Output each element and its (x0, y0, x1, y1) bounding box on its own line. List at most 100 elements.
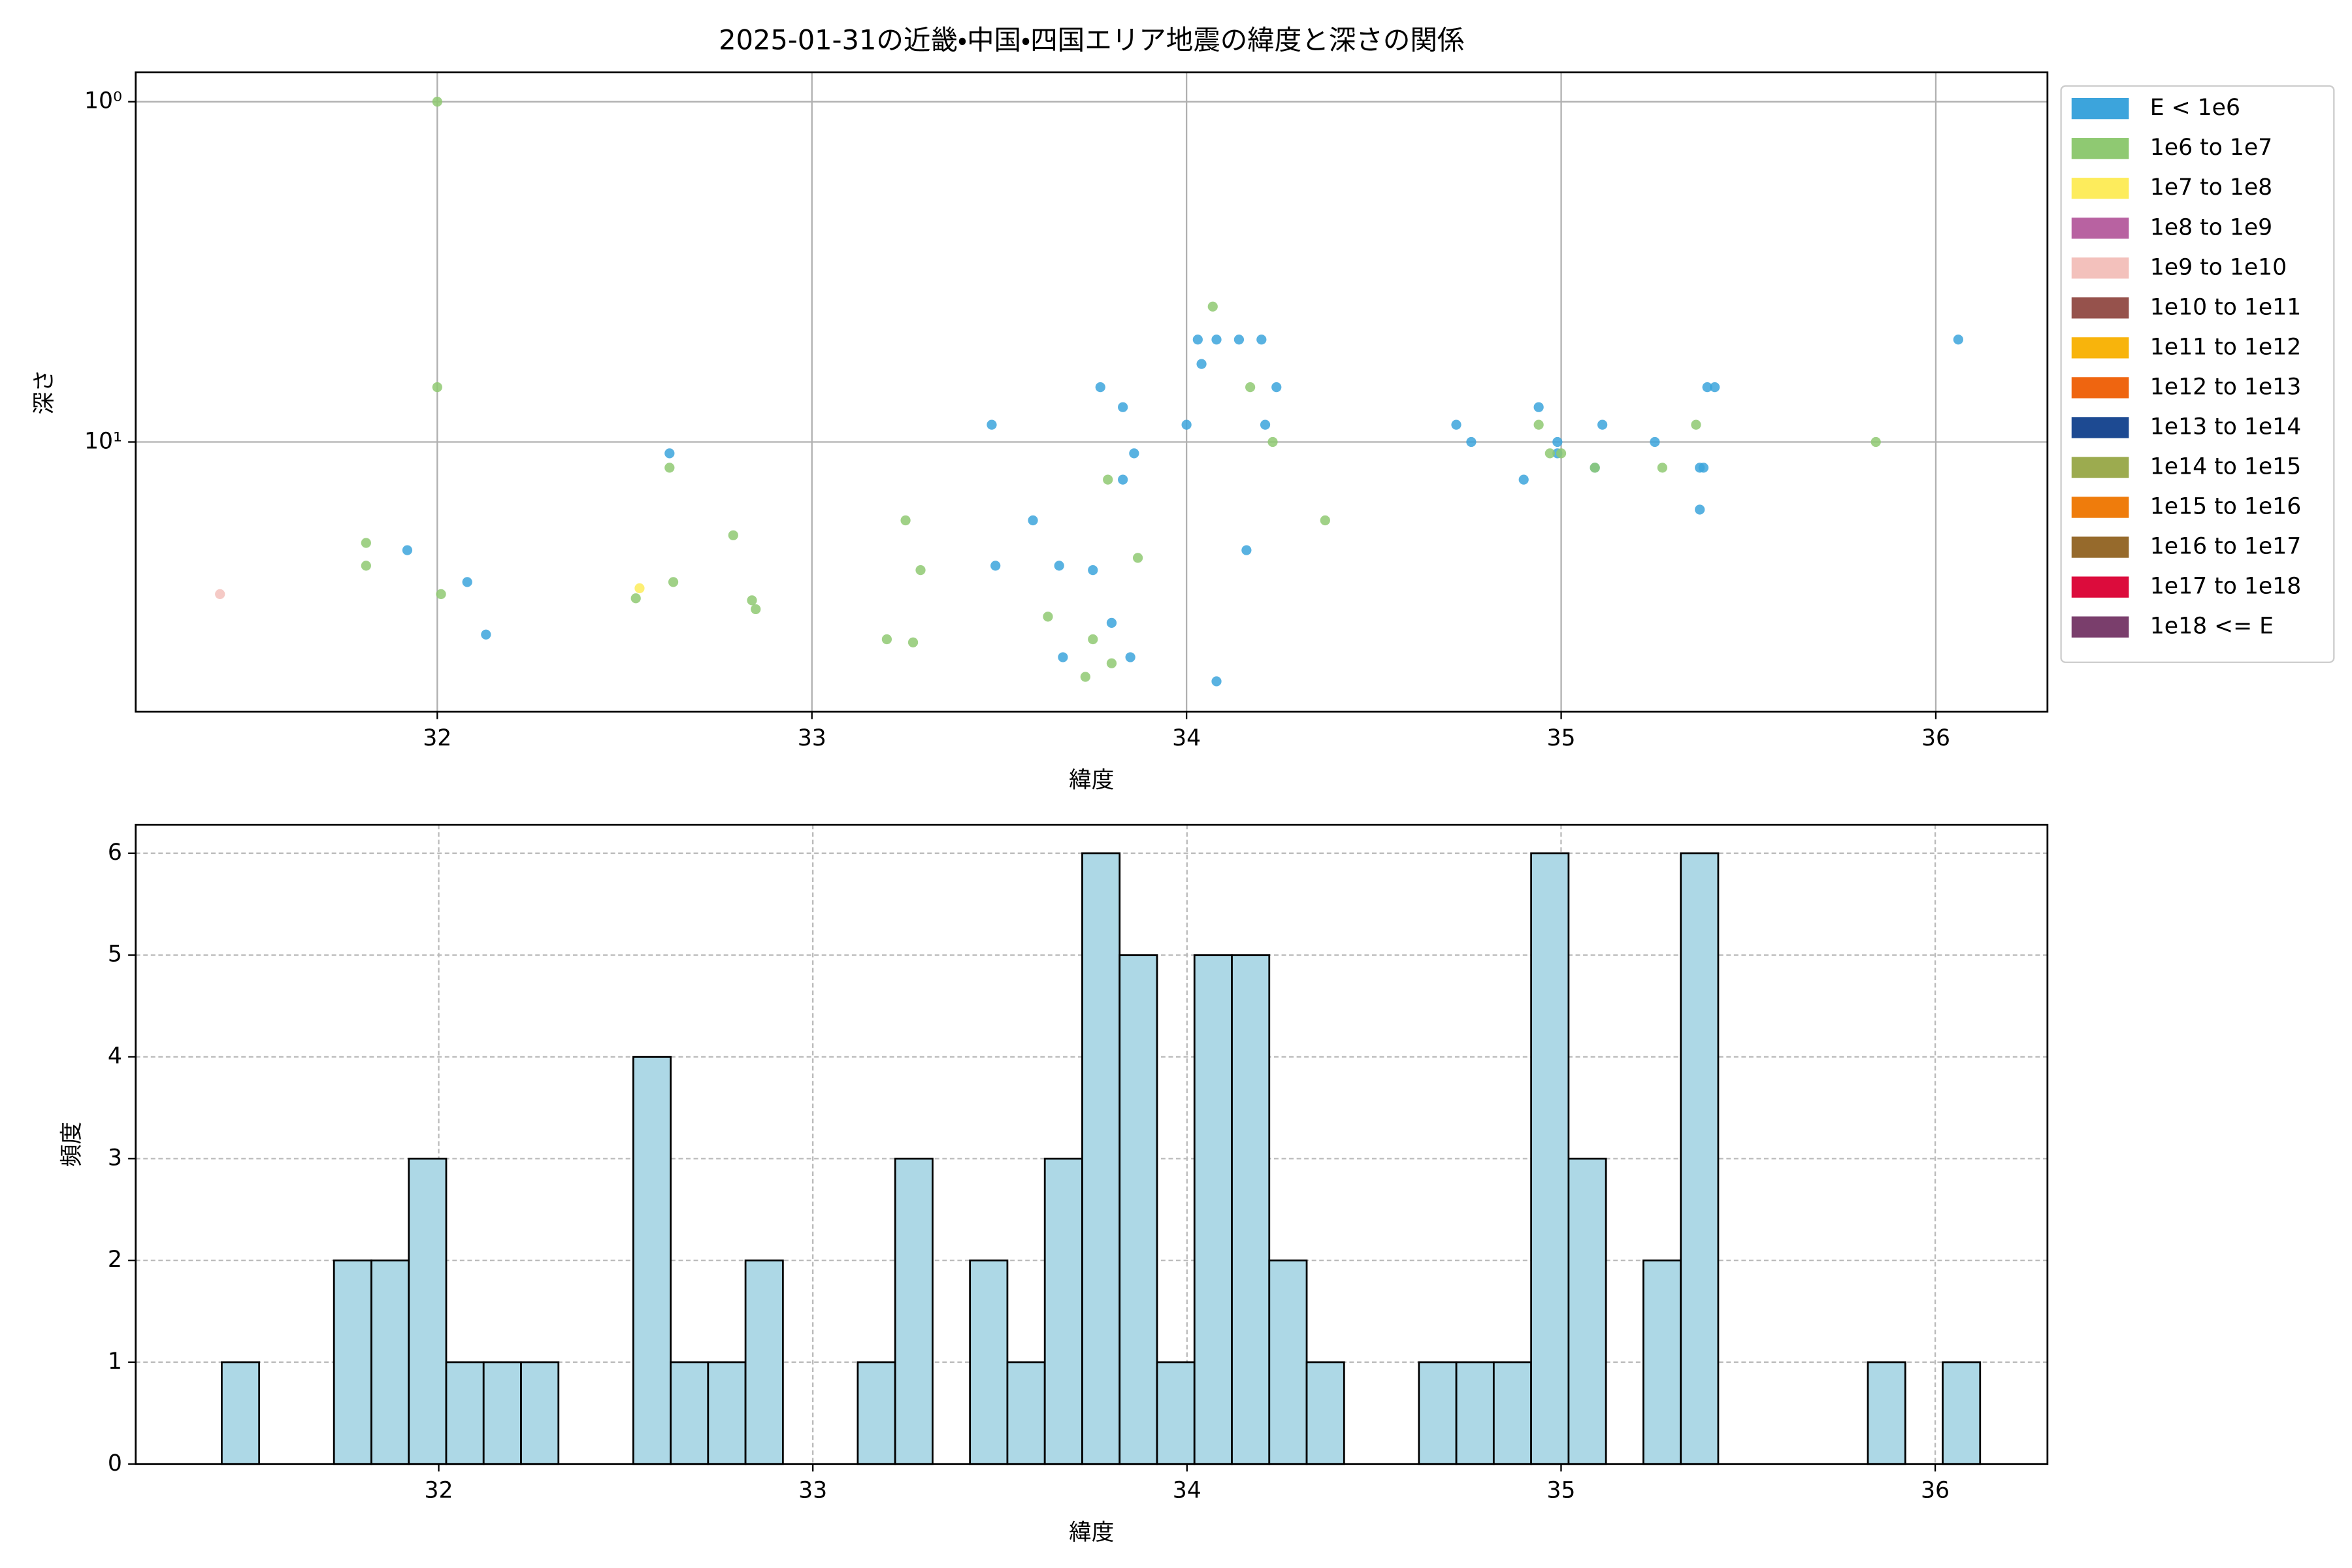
point (907, 637, 919, 647)
y-tick-label: 10¹ (84, 429, 122, 455)
point (1211, 676, 1222, 687)
x-tick-label: 36 (1921, 1477, 1950, 1503)
point (1211, 335, 1222, 345)
bar (1642, 1259, 1682, 1465)
point (1028, 515, 1038, 526)
point (1544, 448, 1555, 459)
point (1129, 448, 1139, 459)
axes-frame (135, 823, 2049, 1465)
point (1095, 382, 1105, 393)
point (1103, 474, 1113, 485)
point (1451, 419, 1462, 430)
point (881, 634, 892, 645)
y-tick-label: 10⁰ (84, 88, 122, 114)
point (1054, 561, 1064, 571)
point (1088, 565, 1098, 576)
point (1125, 652, 1135, 662)
bar (1268, 1259, 1308, 1465)
bar (1418, 1361, 1458, 1465)
point (1870, 436, 1881, 448)
point (1080, 672, 1090, 682)
x-tick-label: 32 (425, 1477, 453, 1503)
legend-label: 1e18 <= E (2150, 613, 2274, 640)
x-tick-label: 33 (798, 1477, 827, 1503)
point (1320, 515, 1330, 526)
point (634, 583, 645, 593)
bar (221, 1361, 261, 1465)
legend-swatch (2071, 457, 2129, 478)
bar (1492, 1361, 1532, 1465)
legend-label: 1e9 to 1e10 (2150, 254, 2287, 280)
legend-label: 1e17 to 1e18 (2150, 574, 2301, 600)
point (1233, 335, 1245, 345)
chart-title: 2025-01-31の近畿・中国・四国エリア地震の緯度と深さの関係 (719, 24, 1464, 56)
bar (445, 1361, 485, 1465)
legend-label: 1e15 to 1e16 (2150, 494, 2301, 520)
legend-label: 1e12 to 1e13 (2150, 374, 2301, 400)
x-axis-label: 緯度 (1069, 767, 1114, 793)
bar (969, 1259, 1009, 1465)
bar (1680, 852, 1720, 1465)
legend-label: E < 1e6 (2150, 95, 2240, 121)
bar (520, 1361, 560, 1465)
legend-swatch (2071, 138, 2129, 159)
point (1552, 436, 1563, 448)
point (664, 448, 675, 459)
point (1043, 612, 1053, 622)
point (915, 565, 926, 576)
legend-swatch (2071, 417, 2129, 438)
y-axis-label: 頻度 (59, 1122, 85, 1167)
point (747, 595, 757, 606)
legend-swatch (2071, 497, 2129, 518)
point (1241, 545, 1252, 555)
x-tick-label: 34 (1173, 1477, 1201, 1503)
point (1256, 335, 1267, 345)
legend-label: 1e14 to 1e15 (2150, 453, 2301, 480)
y-tick-label: 0 (108, 1450, 122, 1477)
x-axis-label: 緯度 (1069, 1520, 1114, 1546)
y-tick-label: 2 (108, 1247, 122, 1273)
point (402, 545, 413, 555)
bar (370, 1259, 410, 1465)
bar (632, 1056, 672, 1465)
point (1207, 301, 1218, 312)
bar (1156, 1361, 1196, 1465)
bar (1043, 1157, 1083, 1465)
point (728, 530, 738, 540)
legend-swatch (2071, 98, 2129, 120)
bar (857, 1361, 896, 1465)
legend-swatch (2071, 377, 2129, 399)
bar (670, 1361, 710, 1465)
point (361, 538, 371, 548)
x-tick-label: 32 (423, 725, 451, 751)
y-tick-label: 4 (108, 1043, 122, 1070)
bar (1942, 1361, 1982, 1465)
y-tick-label: 1 (108, 1348, 122, 1375)
bar (1119, 954, 1158, 1465)
point (1271, 382, 1282, 393)
point (361, 561, 371, 571)
point (987, 419, 997, 430)
point (1118, 402, 1128, 412)
point (1058, 652, 1068, 662)
point (436, 589, 446, 600)
x-tick-label: 35 (1546, 1477, 1575, 1503)
point (1597, 419, 1608, 430)
y-tick-label: 5 (108, 941, 122, 968)
point (462, 577, 472, 587)
point (1650, 436, 1660, 448)
legend-box (2060, 85, 2335, 663)
legend-swatch (2071, 616, 2129, 638)
point (1698, 463, 1709, 473)
point (1556, 448, 1567, 459)
legend-swatch (2071, 178, 2129, 199)
point (432, 382, 442, 393)
bar (1193, 954, 1233, 1465)
point (1267, 436, 1278, 448)
legend-label: 1e10 to 1e11 (2150, 294, 2301, 320)
point (1132, 553, 1143, 563)
point (1953, 335, 1963, 345)
legend-swatch (2071, 337, 2129, 359)
point (1590, 463, 1600, 473)
